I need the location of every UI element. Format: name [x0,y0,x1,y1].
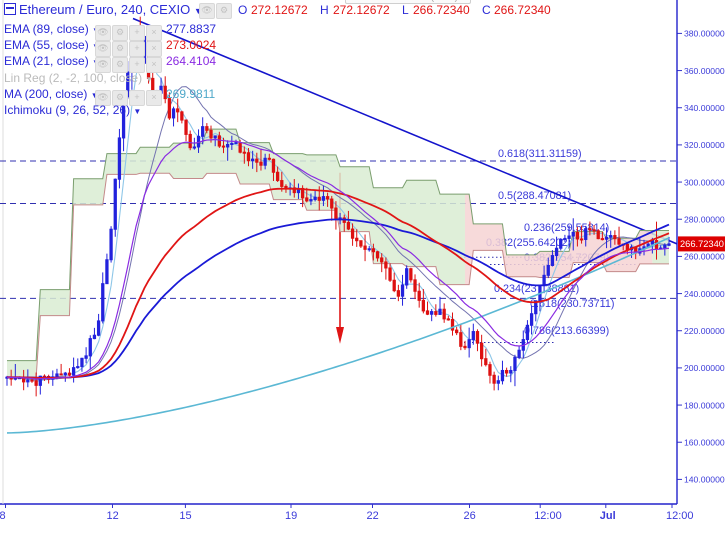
svg-text:8: 8 [0,510,6,522]
svg-text:26: 26 [464,510,476,522]
svg-text:260.00000: 260.00000 [684,252,725,262]
svg-text:12:00: 12:00 [666,510,694,522]
svg-text:280.00000: 280.00000 [684,214,725,224]
svg-text:200.00000: 200.00000 [684,363,725,373]
svg-text:0.618(311.31159): 0.618(311.31159) [498,148,582,160]
svg-text:12: 12 [107,510,119,522]
svg-text:140.00000: 140.00000 [684,475,725,485]
svg-text:240.00000: 240.00000 [684,289,725,299]
svg-text:360.00000: 360.00000 [684,66,725,76]
svg-text:12:00: 12:00 [534,510,562,522]
svg-text:320.00000: 320.00000 [684,140,725,150]
svg-text:22: 22 [367,510,379,522]
svg-text:19: 19 [285,510,297,522]
svg-text:180.00000: 180.00000 [684,400,725,410]
svg-text:340.00000: 340.00000 [684,103,725,113]
svg-text:15: 15 [179,510,191,522]
svg-text:220.00000: 220.00000 [684,326,725,336]
svg-text:266.72340: 266.72340 [680,239,724,249]
svg-text:Jul: Jul [600,510,616,522]
svg-text:300.00000: 300.00000 [684,177,725,187]
svg-text:160.00000: 160.00000 [684,437,725,447]
svg-text:380.00000: 380.00000 [684,29,725,39]
